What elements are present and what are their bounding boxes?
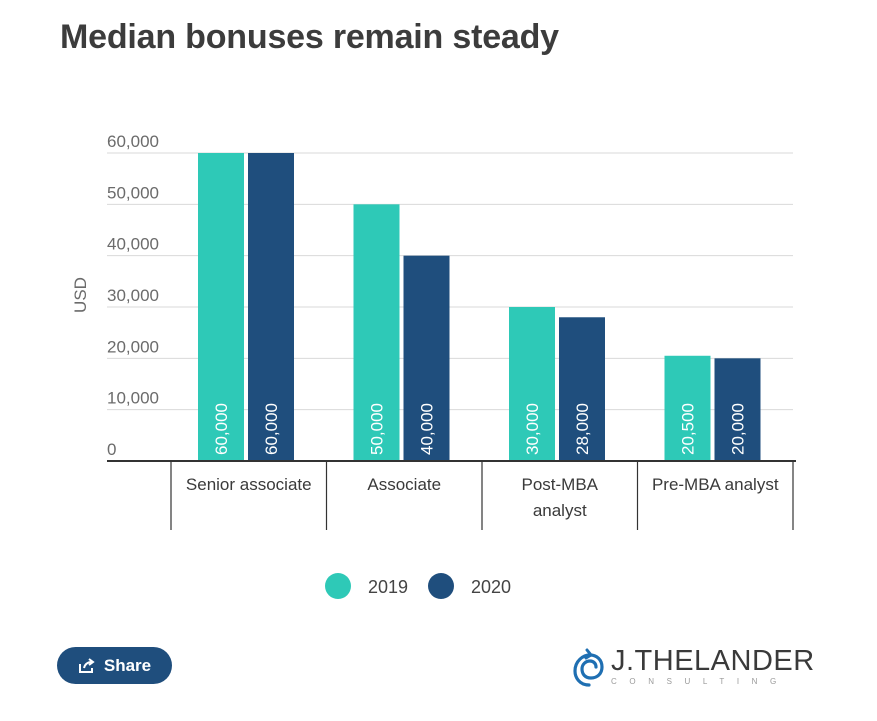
share-icon (78, 657, 95, 673)
bar-2020 (714, 358, 761, 461)
bar-2020 (403, 255, 450, 461)
y-tick-label: 10,000 (107, 389, 159, 408)
data-label: 20,000 (729, 403, 748, 455)
logo-subtitle: CONSULTING (611, 677, 789, 686)
data-label: 60,000 (262, 403, 281, 455)
bar-2019 (509, 307, 555, 461)
data-label: 60,000 (212, 403, 231, 455)
data-label: 28,000 (573, 403, 592, 455)
bar-2019 (664, 355, 711, 461)
bar-2020 (559, 317, 605, 461)
y-axis-title: USD (71, 277, 90, 313)
y-tick-label: 40,000 (107, 235, 159, 254)
x-tick-label: analyst (533, 501, 587, 520)
chart-title: Median bonuses remain steady (60, 18, 559, 56)
legend-label: 2019 (368, 577, 408, 597)
logo-name: J.THELANDER (611, 645, 815, 677)
data-label: 40,000 (418, 403, 437, 455)
legend-marker-2020 (428, 573, 454, 599)
data-label: 50,000 (368, 403, 387, 455)
data-label: 30,000 (523, 403, 542, 455)
company-logo: J.THELANDER CONSULTING (573, 645, 814, 691)
bar-2019 (353, 204, 400, 462)
bar-2019 (198, 153, 244, 461)
x-tick-label: Pre-MBA analyst (652, 475, 779, 494)
logo-spiral-icon (573, 648, 604, 687)
y-tick-label: 20,000 (107, 337, 159, 356)
x-tick-label: Associate (367, 475, 441, 494)
data-label: 20,500 (679, 403, 698, 455)
share-button[interactable]: Share (57, 647, 172, 684)
bar-2020 (248, 153, 294, 461)
x-tick-label: Senior associate (186, 475, 312, 494)
share-label: Share (103, 655, 152, 675)
x-tick-label: Post-MBA (521, 475, 598, 494)
y-tick-label: 0 (107, 440, 116, 459)
bar-chart: 0 10,000 20,000 30,000 40,000 50,000 60,000 USD… (71, 132, 796, 599)
y-tick-label: 50,000 (107, 183, 159, 202)
legend-label: 2020 (471, 577, 511, 597)
y-tick-label: 30,000 (107, 286, 159, 305)
y-tick-label: 60,000 (107, 132, 159, 151)
legend-marker-2019 (325, 573, 351, 599)
